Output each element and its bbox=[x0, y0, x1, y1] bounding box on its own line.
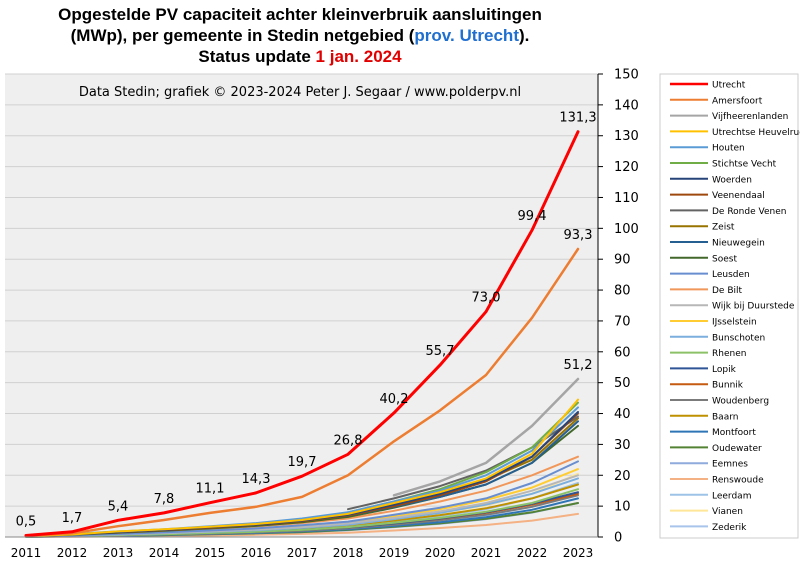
x-tick-label: 2016 bbox=[241, 546, 272, 560]
x-tick-label: 2015 bbox=[195, 546, 226, 560]
data-label: 73,0 bbox=[472, 291, 501, 306]
legend-entry: Wijk bij Duurstede bbox=[712, 302, 795, 312]
series-lines bbox=[24, 130, 580, 538]
data-label: 40,2 bbox=[380, 392, 409, 407]
legend-entry: Soest bbox=[712, 254, 737, 264]
legend-entry: Lopik bbox=[712, 365, 737, 375]
legend-entry: Utrechtse Heuvelrug bbox=[712, 128, 800, 138]
legend-entry: Woerden bbox=[712, 175, 752, 185]
y-tick-label: 30 bbox=[614, 438, 631, 453]
y-tick-label: 20 bbox=[614, 469, 631, 484]
y-tick-label: 120 bbox=[614, 160, 639, 175]
legend-entry: Bunnik bbox=[712, 381, 744, 391]
data-label: 93,3 bbox=[564, 228, 593, 243]
series-line bbox=[24, 247, 580, 538]
legend-entry: Rhenen bbox=[712, 349, 746, 359]
x-tick-label: 2018 bbox=[333, 546, 364, 560]
y-tick-label: 40 bbox=[614, 407, 631, 422]
data-label: 1,7 bbox=[62, 511, 83, 526]
title-utrecht: Utrecht bbox=[459, 26, 519, 45]
data-label: 11,1 bbox=[196, 482, 225, 497]
x-tick-label: 2014 bbox=[149, 546, 180, 560]
chart-title: Opgestelde PV capaciteit achter kleinver… bbox=[0, 4, 600, 67]
y-tick-label: 50 bbox=[614, 376, 631, 391]
data-label: 19,7 bbox=[288, 455, 317, 470]
legend-entry: De Bilt bbox=[712, 286, 743, 296]
title-line-2-post: ). bbox=[518, 26, 530, 45]
legend-entry: Houten bbox=[712, 144, 745, 154]
legend-entry: Renswoude bbox=[712, 476, 764, 486]
series-line bbox=[25, 398, 579, 538]
legend-entry: Vianen bbox=[712, 507, 743, 517]
legend: Utrecht Amersfoort Vijfheerenlanden Utrecht… bbox=[670, 81, 800, 533]
series-line bbox=[392, 377, 580, 497]
data-label: 0,5 bbox=[16, 514, 37, 529]
title-line-2-pre: (MWp), per gemeente in Stedin netgebied … bbox=[70, 26, 415, 45]
series-line bbox=[25, 460, 579, 538]
data-label: 5,4 bbox=[108, 499, 129, 514]
legend-entry: Amersfoort bbox=[712, 96, 763, 106]
plot-area bbox=[5, 74, 598, 537]
legend-entry: Woudenberg bbox=[712, 397, 769, 407]
title-line-2: (MWp), per gemeente in Stedin netgebied … bbox=[0, 25, 600, 46]
legend-entry: Leusden bbox=[712, 270, 750, 280]
title-date: 1 jan. 2024 bbox=[315, 47, 402, 66]
legend-entry: Bunschoten bbox=[712, 333, 765, 343]
legend-entry: Montfoort bbox=[712, 428, 756, 438]
grid-lines bbox=[5, 73, 598, 507]
legend-entry: De Ronde Venen bbox=[712, 207, 786, 217]
x-axis-ticks: 2011 2012 2013 2014 2015 2016 2017 2018 2019 2020… bbox=[11, 546, 594, 560]
y-tick-label: 60 bbox=[614, 345, 631, 360]
legend-entry: IJsselstein bbox=[712, 318, 757, 328]
x-tick-label: 2022 bbox=[517, 546, 548, 560]
data-label: 131,3 bbox=[559, 111, 596, 126]
y-tick-label: 90 bbox=[614, 253, 631, 268]
x-tick-label: 2013 bbox=[103, 546, 134, 560]
legend-entry: Utrecht bbox=[712, 81, 746, 91]
data-label: 51,2 bbox=[564, 358, 593, 373]
y-axis-ticks: 0 10 20 30 40 50 60 70 80 90 100 110 120 130 140 150 bbox=[598, 68, 639, 546]
data-labels: 0,5 1,7 5,4 7,8 11,1 14,3 19,7 26,8 40,2 55,7 73,0… bbox=[16, 111, 597, 530]
data-label: 55,7 bbox=[426, 344, 455, 359]
y-tick-label: 100 bbox=[614, 222, 639, 237]
title-line-1: Opgestelde PV capaciteit achter kleinver… bbox=[58, 5, 542, 24]
y-tick-label: 10 bbox=[614, 500, 631, 515]
y-tick-label: 70 bbox=[614, 314, 631, 329]
y-tick-label: 0 bbox=[614, 531, 622, 546]
x-tick-label: 2011 bbox=[11, 546, 42, 560]
legend-entry: Leerdam bbox=[712, 491, 751, 501]
x-tick-label: 2017 bbox=[287, 546, 318, 560]
x-tick-label: 2021 bbox=[471, 546, 502, 560]
data-label: 7,8 bbox=[154, 492, 175, 507]
title-line-3: Status update 1 jan. 2024 bbox=[0, 46, 600, 67]
title-line-3-pre: Status update bbox=[198, 47, 316, 66]
x-tick-label: 2023 bbox=[563, 546, 594, 560]
legend-entry: Veenendaal bbox=[712, 191, 765, 201]
data-label: 14,3 bbox=[242, 472, 271, 487]
y-tick-label: 140 bbox=[614, 98, 639, 113]
y-tick-label: 130 bbox=[614, 129, 639, 144]
legend-entry: Stichtse Vecht bbox=[712, 160, 777, 170]
legend-entry: Zederik bbox=[712, 523, 747, 533]
y-tick-label: 110 bbox=[614, 191, 639, 206]
legend-entry: Zeist bbox=[712, 223, 735, 233]
x-tick-label: 2020 bbox=[425, 546, 456, 560]
legend-entry: Oudewater bbox=[712, 444, 762, 454]
y-tick-label: 80 bbox=[614, 284, 631, 299]
title-prov: prov. bbox=[414, 26, 455, 45]
legend-entry: Eemnes bbox=[712, 460, 748, 470]
legend-entry: Nieuwegein bbox=[712, 239, 765, 249]
data-label: 26,8 bbox=[334, 433, 363, 448]
legend-entry: Baarn bbox=[712, 412, 738, 422]
series-line bbox=[24, 130, 580, 537]
chart-subtitle: Data Stedin; grafiek © 2023-2024 Peter J… bbox=[79, 85, 521, 100]
x-tick-label: 2019 bbox=[379, 546, 410, 560]
data-label: 99,4 bbox=[518, 209, 547, 224]
y-tick-label: 150 bbox=[614, 68, 639, 83]
legend-entry: Vijfheerenlanden bbox=[712, 112, 788, 122]
x-tick-label: 2012 bbox=[57, 546, 88, 560]
